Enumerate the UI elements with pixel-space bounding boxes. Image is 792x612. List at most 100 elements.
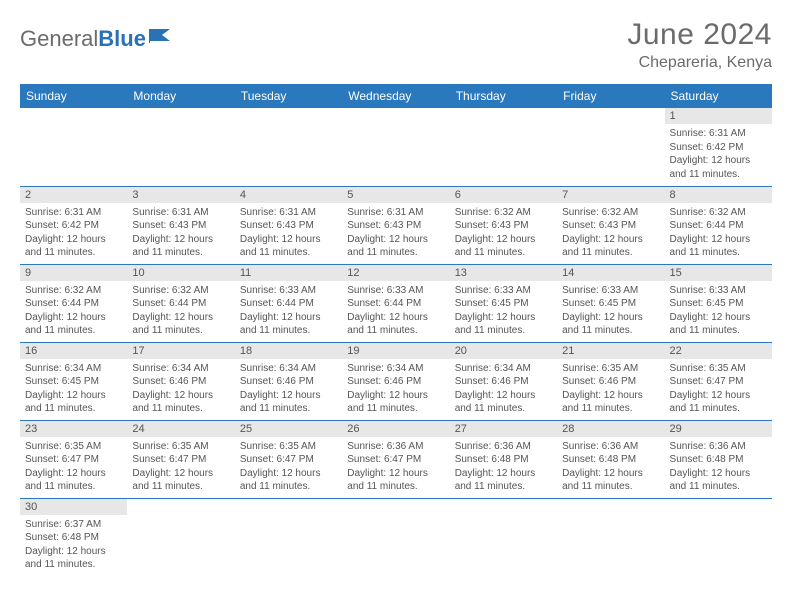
calendar-page: GeneralBlue June 2024 Chepareria, Kenya … [0,0,792,594]
day-info: Sunrise: 6:35 AMSunset: 6:47 PMDaylight:… [127,437,234,498]
calendar-row: 16Sunrise: 6:34 AMSunset: 6:45 PMDayligh… [20,342,772,420]
day-cell: 20Sunrise: 6:34 AMSunset: 6:46 PMDayligh… [450,342,557,420]
weekday-header: Friday [557,84,664,108]
day-number: 26 [342,421,449,437]
calendar-body: 1Sunrise: 6:31 AMSunset: 6:42 PMDaylight… [20,108,772,576]
day-info: Sunrise: 6:34 AMSunset: 6:46 PMDaylight:… [450,359,557,420]
day-number: 7 [557,187,664,203]
brand-part1: General [20,26,98,52]
flag-icon [148,27,174,45]
empty-cell [127,498,234,576]
empty-cell [127,108,234,186]
day-cell: 17Sunrise: 6:34 AMSunset: 6:46 PMDayligh… [127,342,234,420]
day-cell: 6Sunrise: 6:32 AMSunset: 6:43 PMDaylight… [450,186,557,264]
day-number: 6 [450,187,557,203]
day-number: 14 [557,265,664,281]
day-info: Sunrise: 6:32 AMSunset: 6:43 PMDaylight:… [450,203,557,264]
weekday-header-row: SundayMondayTuesdayWednesdayThursdayFrid… [20,84,772,108]
empty-cell [557,108,664,186]
day-cell: 27Sunrise: 6:36 AMSunset: 6:48 PMDayligh… [450,420,557,498]
day-cell: 25Sunrise: 6:35 AMSunset: 6:47 PMDayligh… [235,420,342,498]
day-number: 30 [20,499,127,515]
day-number: 27 [450,421,557,437]
day-cell: 30Sunrise: 6:37 AMSunset: 6:48 PMDayligh… [20,498,127,576]
calendar-table: SundayMondayTuesdayWednesdayThursdayFrid… [20,84,772,576]
weekday-header: Thursday [450,84,557,108]
day-info: Sunrise: 6:31 AMSunset: 6:43 PMDaylight:… [342,203,449,264]
weekday-header: Saturday [665,84,772,108]
day-cell: 1Sunrise: 6:31 AMSunset: 6:42 PMDaylight… [665,108,772,186]
weekday-header: Tuesday [235,84,342,108]
day-info: Sunrise: 6:32 AMSunset: 6:44 PMDaylight:… [20,281,127,342]
brand-logo: GeneralBlue [20,18,174,52]
day-info: Sunrise: 6:32 AMSunset: 6:44 PMDaylight:… [665,203,772,264]
day-cell: 22Sunrise: 6:35 AMSunset: 6:47 PMDayligh… [665,342,772,420]
day-info: Sunrise: 6:35 AMSunset: 6:47 PMDaylight:… [235,437,342,498]
day-number: 4 [235,187,342,203]
day-number: 16 [20,343,127,359]
day-number: 13 [450,265,557,281]
empty-cell [235,108,342,186]
day-info: Sunrise: 6:35 AMSunset: 6:46 PMDaylight:… [557,359,664,420]
day-cell: 14Sunrise: 6:33 AMSunset: 6:45 PMDayligh… [557,264,664,342]
day-cell: 5Sunrise: 6:31 AMSunset: 6:43 PMDaylight… [342,186,449,264]
day-number: 23 [20,421,127,437]
weekday-header: Sunday [20,84,127,108]
calendar-row: 1Sunrise: 6:31 AMSunset: 6:42 PMDaylight… [20,108,772,186]
day-number: 9 [20,265,127,281]
day-cell: 23Sunrise: 6:35 AMSunset: 6:47 PMDayligh… [20,420,127,498]
day-number: 15 [665,265,772,281]
day-cell: 11Sunrise: 6:33 AMSunset: 6:44 PMDayligh… [235,264,342,342]
day-cell: 16Sunrise: 6:34 AMSunset: 6:45 PMDayligh… [20,342,127,420]
day-cell: 2Sunrise: 6:31 AMSunset: 6:42 PMDaylight… [20,186,127,264]
day-info: Sunrise: 6:33 AMSunset: 6:44 PMDaylight:… [342,281,449,342]
day-info: Sunrise: 6:35 AMSunset: 6:47 PMDaylight:… [20,437,127,498]
empty-cell [20,108,127,186]
calendar-row: 9Sunrise: 6:32 AMSunset: 6:44 PMDaylight… [20,264,772,342]
day-info: Sunrise: 6:31 AMSunset: 6:43 PMDaylight:… [235,203,342,264]
weekday-header: Wednesday [342,84,449,108]
day-info: Sunrise: 6:31 AMSunset: 6:42 PMDaylight:… [665,124,772,185]
calendar-row: 23Sunrise: 6:35 AMSunset: 6:47 PMDayligh… [20,420,772,498]
day-number: 2 [20,187,127,203]
day-number: 3 [127,187,234,203]
day-number: 29 [665,421,772,437]
day-info: Sunrise: 6:31 AMSunset: 6:42 PMDaylight:… [20,203,127,264]
empty-cell [557,498,664,576]
day-info: Sunrise: 6:34 AMSunset: 6:46 PMDaylight:… [127,359,234,420]
location: Chepareria, Kenya [627,54,772,72]
day-info: Sunrise: 6:32 AMSunset: 6:44 PMDaylight:… [127,281,234,342]
month-title: June 2024 [627,18,772,52]
day-cell: 18Sunrise: 6:34 AMSunset: 6:46 PMDayligh… [235,342,342,420]
day-cell: 10Sunrise: 6:32 AMSunset: 6:44 PMDayligh… [127,264,234,342]
day-number: 17 [127,343,234,359]
day-info: Sunrise: 6:34 AMSunset: 6:46 PMDaylight:… [235,359,342,420]
empty-cell [665,498,772,576]
day-cell: 4Sunrise: 6:31 AMSunset: 6:43 PMDaylight… [235,186,342,264]
day-cell: 28Sunrise: 6:36 AMSunset: 6:48 PMDayligh… [557,420,664,498]
calendar-row: 30Sunrise: 6:37 AMSunset: 6:48 PMDayligh… [20,498,772,576]
day-number: 19 [342,343,449,359]
day-info: Sunrise: 6:35 AMSunset: 6:47 PMDaylight:… [665,359,772,420]
day-cell: 24Sunrise: 6:35 AMSunset: 6:47 PMDayligh… [127,420,234,498]
day-number: 11 [235,265,342,281]
day-number: 10 [127,265,234,281]
day-info: Sunrise: 6:36 AMSunset: 6:48 PMDaylight:… [665,437,772,498]
day-info: Sunrise: 6:36 AMSunset: 6:47 PMDaylight:… [342,437,449,498]
day-number: 20 [450,343,557,359]
weekday-header: Monday [127,84,234,108]
empty-cell [235,498,342,576]
day-number: 1 [665,108,772,124]
empty-cell [450,108,557,186]
day-cell: 26Sunrise: 6:36 AMSunset: 6:47 PMDayligh… [342,420,449,498]
day-cell: 21Sunrise: 6:35 AMSunset: 6:46 PMDayligh… [557,342,664,420]
day-info: Sunrise: 6:33 AMSunset: 6:45 PMDaylight:… [557,281,664,342]
day-cell: 12Sunrise: 6:33 AMSunset: 6:44 PMDayligh… [342,264,449,342]
day-number: 8 [665,187,772,203]
day-info: Sunrise: 6:36 AMSunset: 6:48 PMDaylight:… [557,437,664,498]
day-cell: 15Sunrise: 6:33 AMSunset: 6:45 PMDayligh… [665,264,772,342]
header: GeneralBlue June 2024 Chepareria, Kenya [20,18,772,72]
day-info: Sunrise: 6:33 AMSunset: 6:45 PMDaylight:… [665,281,772,342]
day-number: 12 [342,265,449,281]
day-number: 21 [557,343,664,359]
